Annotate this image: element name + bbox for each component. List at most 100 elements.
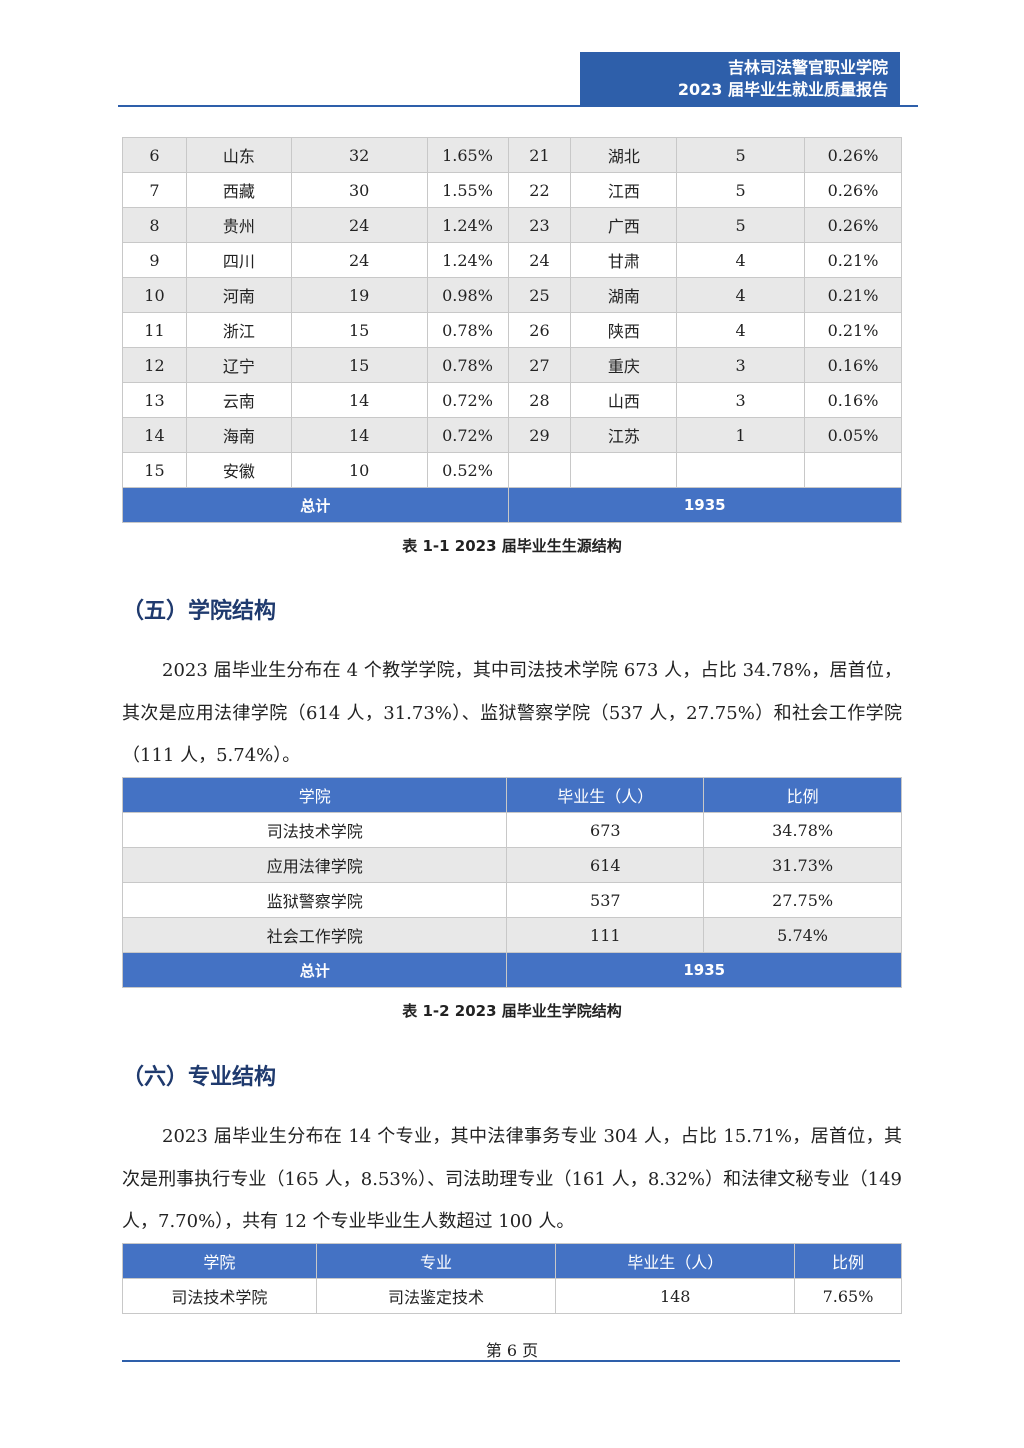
table-cell: 0.16% [804, 382, 902, 418]
table-cell: 24 [507, 242, 572, 278]
table-cell [676, 452, 806, 488]
college-structure-table: 学院 毕业生（人） 比例 司法技术学院 673 34.78% 应用法律学院 614 31.73%… [121, 777, 902, 988]
report-header: 吉林司法警官职业学院 2023 届毕业生就业质量报告 [580, 52, 900, 106]
table-cell: 26 [507, 312, 572, 348]
column-header: 比例 [794, 1243, 902, 1279]
table-cell: 7 [122, 172, 187, 208]
table-cell: 西藏 [185, 172, 292, 208]
table-cell: 江西 [570, 172, 678, 208]
table-cell: 江苏 [570, 417, 678, 453]
table-cell: 0.98% [426, 277, 509, 313]
table-row: 9 四川 24 1.24% 24 甘肃 4 0.21% [122, 242, 902, 278]
table-cell: 21 [507, 137, 572, 173]
table-cell: 1.24% [426, 207, 509, 243]
table-cell: 30 [290, 172, 428, 208]
table-cell: 9 [122, 242, 187, 278]
table-cell: 1.55% [426, 172, 509, 208]
table-row: 司法技术学院 司法鉴定技术 148 7.65% [122, 1278, 902, 1314]
table-cell: 浙江 [185, 312, 292, 348]
table-cell: 34.78% [703, 812, 902, 848]
table-cell: 11 [122, 312, 187, 348]
table-cell: 河南 [185, 277, 292, 313]
table-cell: 湖北 [570, 137, 678, 173]
table-cell: 148 [555, 1278, 796, 1314]
footer-divider [122, 1360, 900, 1362]
table-row: 13 云南 14 0.72% 28 山西 3 0.16% [122, 382, 902, 418]
table-row: 11 浙江 15 0.78% 26 陕西 4 0.21% [122, 312, 902, 348]
table-cell: 0.72% [426, 417, 509, 453]
table-cell: 537 [506, 882, 705, 918]
table-row: 司法技术学院 673 34.78% [121, 812, 902, 848]
total-row: 总计 1935 [122, 487, 902, 523]
table2-caption: 表 1-2 2023 届毕业生学院结构 [402, 1002, 622, 1020]
table-cell: 5 [676, 172, 806, 208]
column-header: 毕业生（人） [555, 1243, 796, 1279]
table-cell: 3 [676, 382, 806, 418]
table-cell [507, 452, 572, 488]
table-cell: 司法技术学院 [121, 812, 508, 848]
table-cell: 0.21% [804, 312, 902, 348]
table-cell: 四川 [185, 242, 292, 278]
table-cell: 673 [506, 812, 705, 848]
table-cell: 海南 [185, 417, 292, 453]
table-row: 7 西藏 30 1.55% 22 江西 5 0.26% [122, 172, 902, 208]
table-cell: 5 [676, 207, 806, 243]
table-row: 14 海南 14 0.72% 29 江苏 1 0.05% [122, 417, 902, 453]
table1-caption: 表 1-1 2023 届毕业生生源结构 [402, 537, 622, 555]
table-cell: 10 [290, 452, 428, 488]
total-label: 总计 [121, 952, 508, 988]
table-row: 12 辽宁 15 0.78% 27 重庆 3 0.16% [122, 347, 902, 383]
table-row: 应用法律学院 614 31.73% [121, 847, 902, 883]
table-row: 监狱警察学院 537 27.75% [121, 882, 902, 918]
table-cell: 25 [507, 277, 572, 313]
table-cell: 14 [122, 417, 187, 453]
table-cell: 0.21% [804, 277, 902, 313]
table-cell: 山东 [185, 137, 292, 173]
table-row: 8 贵州 24 1.24% 23 广西 5 0.26% [122, 207, 902, 243]
table-cell: 14 [290, 417, 428, 453]
total-label: 总计 [122, 487, 509, 523]
table-row: 15 安徽 10 0.52% [122, 452, 902, 488]
table-header-row: 学院 专业 毕业生（人） 比例 [122, 1243, 902, 1279]
table-cell: 应用法律学院 [121, 847, 508, 883]
table-cell [804, 452, 902, 488]
table-cell: 0.21% [804, 242, 902, 278]
table-cell: 1.65% [426, 137, 509, 173]
table-cell: 12 [122, 347, 187, 383]
table-cell: 重庆 [570, 347, 678, 383]
table-cell: 15 [122, 452, 187, 488]
table-cell: 0.78% [426, 312, 509, 348]
table-cell: 24 [290, 207, 428, 243]
section6-paragraph: 2023 届毕业生分布在 14 个专业，其中法律事务专业 304 人，占比 15… [122, 1126, 902, 1232]
table-cell: 7.65% [794, 1278, 902, 1314]
table-cell: 10 [122, 277, 187, 313]
table-cell: 司法技术学院 [122, 1278, 317, 1314]
table-cell: 4 [676, 277, 806, 313]
table-cell: 0.16% [804, 347, 902, 383]
table-cell: 0.78% [426, 347, 509, 383]
table-cell: 司法鉴定技术 [315, 1278, 557, 1314]
column-header: 专业 [315, 1243, 557, 1279]
table-cell: 32 [290, 137, 428, 173]
table-cell: 4 [676, 312, 806, 348]
table-cell: 6 [122, 137, 187, 173]
table-cell: 614 [506, 847, 705, 883]
table-cell: 111 [506, 917, 705, 953]
table-cell: 15 [290, 347, 428, 383]
table-cell: 22 [507, 172, 572, 208]
table-cell: 19 [290, 277, 428, 313]
table-cell: 甘肃 [570, 242, 678, 278]
table-cell: 27.75% [703, 882, 902, 918]
table-header-row: 学院 毕业生（人） 比例 [121, 777, 902, 813]
table-cell: 监狱警察学院 [121, 882, 508, 918]
header-report-title: 2023 届毕业生就业质量报告 [677, 80, 888, 99]
table-cell: 5 [676, 137, 806, 173]
table-cell: 24 [290, 242, 428, 278]
table-cell: 0.26% [804, 172, 902, 208]
column-header: 毕业生（人） [506, 777, 705, 813]
table-cell: 0.52% [426, 452, 509, 488]
table-cell: 5.74% [703, 917, 902, 953]
table-cell: 8 [122, 207, 187, 243]
table-cell: 13 [122, 382, 187, 418]
major-structure-table: 学院 专业 毕业生（人） 比例 司法技术学院 司法鉴定技术 148 7.65% [122, 1243, 902, 1314]
